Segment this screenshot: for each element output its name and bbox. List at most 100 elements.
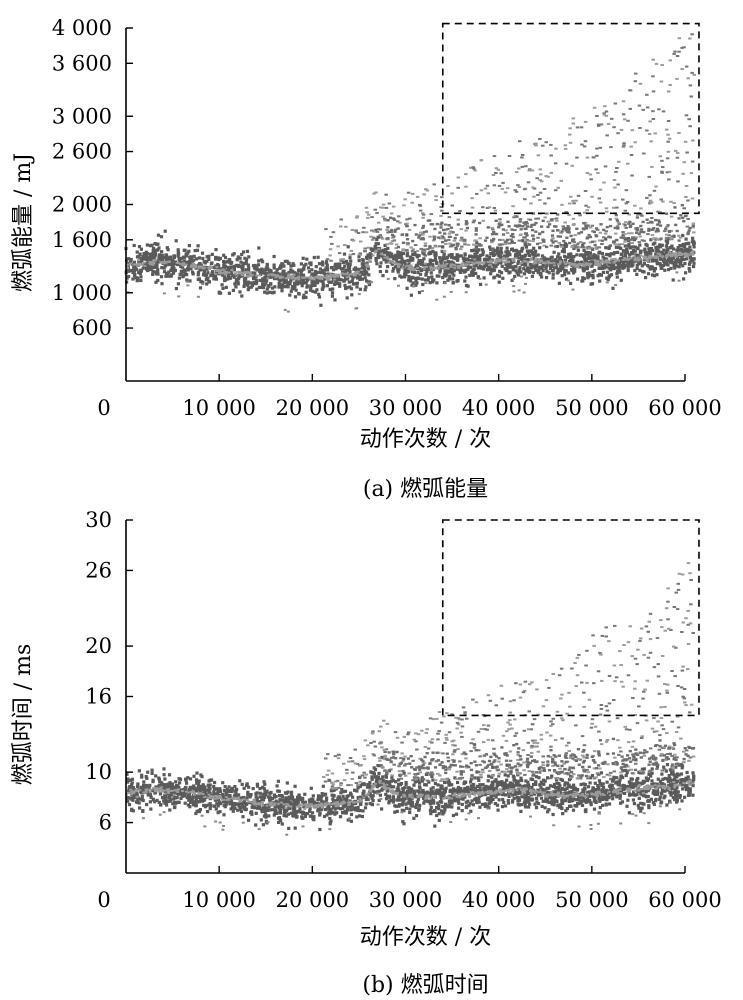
scatter-point [238,779,242,783]
scatter-point [138,268,142,272]
scatter-point [449,226,454,229]
scatter-point [681,264,685,268]
scatter-point [460,809,464,813]
scatter-point [533,254,537,258]
scatter-point [651,75,655,78]
scatter-point [469,780,473,784]
scatter-point [368,260,372,263]
scatter-point [209,262,213,266]
scatter-point [475,261,479,264]
scatter-point [206,271,210,275]
x-tick-label: 0 [97,396,110,420]
scatter-point [456,265,460,267]
scatter-point [248,271,252,274]
scatter-point [342,279,346,283]
scatter-point [469,809,473,813]
scatter-point [348,256,352,260]
scatter-point [341,790,345,794]
scatter-point [309,275,313,278]
scatter-point [479,189,484,192]
scatter-point [217,266,221,270]
scatter-point [594,234,598,237]
scatter-point [397,266,400,269]
scatter-point [551,273,555,277]
scatter-point [413,244,418,246]
scatter-point [452,263,456,266]
scatter-point [255,268,259,272]
scatter-point [594,246,598,249]
scatter-point [370,777,374,781]
scatter-point [333,298,337,302]
scatter-point [287,261,291,266]
scatter-point [266,808,270,813]
scatter-point [580,260,584,264]
scatter-point [317,292,321,296]
scatter-point [650,259,654,263]
scatter-point [637,232,641,235]
scatter-point [254,795,258,799]
scatter-point [570,262,573,265]
scatter-point [629,145,633,148]
scatter-point [676,790,680,794]
scatter-point [443,267,447,270]
scatter-point [333,264,337,268]
scatter-point [681,216,685,220]
scatter-point [553,245,557,248]
scatter-point [266,267,270,271]
scatter-point [434,258,438,262]
scatter-point [668,245,672,250]
scatter-point [538,232,542,236]
scatter-point [603,257,607,261]
scatter-point [263,290,267,294]
scatter-point [585,264,589,268]
scatter-point [162,270,167,274]
scatter-point [562,248,566,252]
scatter-point [539,780,543,784]
scatter-point [593,240,597,243]
scatter-point [404,806,409,810]
scatter-point [383,219,387,222]
scatter-point [665,763,670,767]
scatter-point [345,276,349,279]
scatter-point [428,246,432,249]
scatter-point [429,271,433,275]
scatter-point [306,266,311,270]
scatter-point [524,165,528,168]
scatter-point [188,279,192,283]
scatter-point [181,794,185,798]
scatter-point [523,241,528,244]
scatter-point [413,266,417,270]
scatter-point [538,246,542,250]
scatter-point [400,233,404,237]
scatter-point [585,236,590,239]
scatter-point [189,265,193,268]
scatter-point [587,233,591,236]
scatter-point [624,773,628,778]
scatter-point [262,283,267,287]
scatter-point [374,242,378,246]
scatter-point [474,233,478,236]
scatter-point [166,271,170,275]
scatter-point [673,149,678,152]
x-axis-label-a: 动作次数 / 次 [360,427,491,452]
scatter-point [363,806,368,810]
scatter-point [386,246,390,250]
scatter-point [328,816,332,821]
scatter-point [451,281,455,285]
scatter-point [507,242,512,245]
scatter-point [445,255,450,259]
scatter-point [312,815,316,819]
scatter-point [176,282,180,286]
scatter-point [200,266,204,269]
scatter-point [179,263,183,265]
scatter-point [410,192,415,195]
scatter-point [266,284,270,288]
scatter-point [151,272,155,276]
scatter-point [665,233,669,236]
scatter-point [156,269,160,273]
scatter-point [573,234,577,237]
scatter-point [456,258,460,262]
scatter-point [199,267,204,271]
scatter-point [439,214,443,217]
scatter-point [598,146,603,149]
